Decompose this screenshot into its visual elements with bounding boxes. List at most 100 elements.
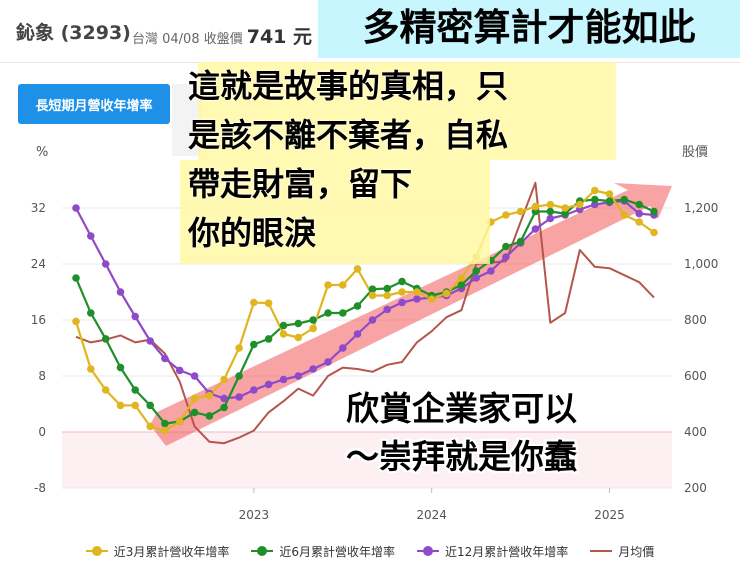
right-tick-label: 1,000 [684,257,718,271]
point-m3-24 [427,295,436,303]
point-m6-10 [220,403,228,412]
point-m12-21 [383,305,392,314]
legend-item-m6[interactable]: 近6月累計營收年增率 [251,540,395,562]
closing-price: 741 元 [246,26,313,48]
point-m6-15 [294,319,303,328]
series-points [72,186,658,435]
point-m6-22 [398,277,406,286]
point-m6-2 [101,335,110,343]
series-line-m12 [75,199,655,400]
right-axis-title: 股價 [682,145,708,160]
point-m6-16 [309,316,317,324]
series-line-price [75,181,655,445]
point-m12-15 [294,372,303,380]
point-m3-6 [161,426,169,435]
point-m3-4 [131,401,139,410]
point-m3-5 [146,422,154,431]
x-tick-label: 2023 [239,508,270,522]
point-m6-13 [264,335,273,343]
caption-highlight-a [198,62,616,160]
legend-swatch-m3 [85,546,108,556]
point-m6-4 [131,386,139,394]
overlay-caption-top: 多精密算計才能如此 [318,0,740,58]
point-m6-27 [472,267,481,275]
point-m3-2 [101,386,110,394]
point-m6-38 [635,200,643,209]
point-m6-20 [368,285,377,294]
point-m3-36 [605,190,614,198]
series-line-m6 [74,198,655,425]
quote-label: 台灣 04/08 收盤價 [132,32,243,47]
point-m3-29 [502,211,510,219]
point-m3-19 [353,265,362,273]
point-m6-33 [561,209,569,218]
point-m3-14 [279,330,288,338]
point-m12-38 [635,209,643,218]
point-m3-38 [635,218,643,226]
legend-item-price[interactable]: 月均價 [590,540,654,562]
point-m6-29 [502,242,510,251]
point-m6-12 [250,340,258,349]
point-m3-25 [442,289,451,298]
point-m6-11 [235,372,243,380]
point-m12-16 [309,365,317,373]
left-tick-label: -8 [34,481,46,495]
point-m3-17 [324,281,332,289]
point-m6-17 [324,309,332,317]
caption-main-text: 這就是故事的真相，只 是該不離不棄者，自私 帶走財富，留下 你的眼淚 [188,67,509,252]
point-m3-33 [561,204,569,212]
point-m3-0 [72,317,80,326]
stock-name: 鈊象 (3293) [16,22,131,44]
left-tick-label: 24 [31,257,46,271]
legend-swatch-m6 [251,546,274,556]
x-tick-label: 2024 [416,508,447,522]
point-m6-8 [190,408,199,417]
x-tick-label: 2025 [594,508,625,522]
point-m12-10 [220,394,228,403]
quote-info: 台灣 04/08 收盤價 741 元 [132,22,312,49]
legend-label-m6: 近6月累計營收年增率 [279,544,395,559]
legend-label-m12: 近12月累計營收年增率 [444,544,569,559]
point-m3-8 [190,394,199,403]
point-m6-36 [605,197,614,205]
legend-item-m3[interactable]: 近3月累計營收年增率 [85,540,230,562]
point-m3-15 [294,333,303,342]
legend-label-m3: 近3月累計營收年增率 [113,544,230,559]
point-m3-26 [457,274,466,282]
tab-revenue-growth[interactable]: 長短期月營收年增率 [18,84,170,124]
legend-item-m12[interactable]: 近12月累計營收年增率 [416,540,569,562]
point-m12-0 [72,204,80,212]
chart-legend: 近3月累計營收年增率 近6月累計營收年增率 近12月累計營收年增率 月均價 [0,540,740,562]
caption-highlight-b [180,160,490,264]
tab-partial[interactable] [172,84,202,156]
point-m6-35 [591,195,599,204]
point-m12-31 [531,225,540,233]
axis-labels: 32 24 16 8 0 -8 1,200 1,000 800 600 400 200% 股價 2023 2… [31,145,719,522]
right-tick-label: 600 [684,369,707,383]
point-m12-8 [190,372,199,380]
point-m3-35 [591,186,599,195]
point-m12-2 [101,260,110,268]
point-m12-29 [502,253,510,261]
point-m12-22 [398,298,406,307]
legend-swatch-price [590,546,613,556]
point-m3-22 [398,288,406,296]
left-axis-title: % [36,145,48,160]
point-m3-34 [576,200,584,209]
left-tick-label: 0 [38,425,46,439]
point-m6-30 [516,237,525,246]
point-m6-18 [339,309,347,317]
point-m12-32 [546,214,555,223]
point-m6-21 [383,284,392,293]
point-m3-11 [235,344,243,352]
point-m3-20 [368,291,377,300]
point-m12-6 [161,354,169,363]
point-m6-39 [650,207,658,216]
point-m3-12 [250,298,258,307]
point-m3-7 [175,417,184,426]
point-m3-3 [116,401,125,410]
point-m12-3 [116,288,125,296]
point-m3-18 [339,281,347,289]
point-m6-3 [116,363,125,372]
